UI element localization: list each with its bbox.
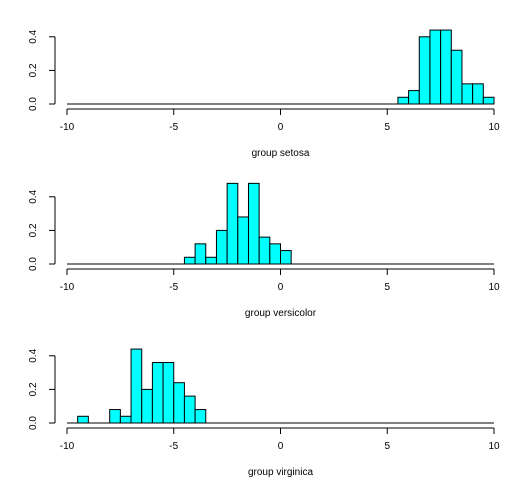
virginica-x-tick-label-1: -5	[169, 441, 178, 452]
setosa-x-tick-label-1: -5	[169, 122, 178, 133]
setosa-x-tick-label-4: 10	[488, 122, 500, 133]
versicolor-bar-5	[237, 216, 249, 265]
setosa-x-tick-label-2: 0	[278, 122, 284, 133]
versicolor-bar-3	[215, 229, 228, 265]
versicolor-bar-8	[269, 243, 282, 265]
virginica-y-tick-label-0: 0.0	[28, 416, 39, 430]
virginica-y-tick-label-2: 0.4	[28, 348, 39, 362]
setosa-xlabel: group setosa	[252, 148, 310, 159]
versicolor-bar-4	[226, 182, 239, 265]
setosa-bar-7	[472, 83, 484, 105]
setosa-bar-5	[450, 49, 463, 105]
virginica-bar-2	[119, 415, 132, 424]
versicolor-x-tick-label-0: -10	[60, 282, 75, 293]
virginica-x-tick-label-3: 5	[384, 441, 390, 452]
versicolor-bar-6	[247, 182, 260, 265]
versicolor-bar-0	[183, 256, 196, 265]
setosa-bar-1	[408, 90, 420, 105]
virginica-bar-4	[141, 388, 153, 424]
versicolor-bar-1	[194, 243, 207, 265]
setosa-y-tick-label-1: 0.2	[28, 63, 39, 77]
setosa-x-tick-label-0: -10	[60, 122, 75, 133]
versicolor-x-tick-label-4: 10	[488, 282, 500, 293]
virginica-x-tick-label-0: -10	[60, 441, 75, 452]
setosa-bar-8	[482, 96, 495, 105]
virginica-bar-9	[194, 409, 207, 424]
virginica-xlabel: group virginica	[248, 467, 313, 477]
virginica-x-tick-label-2: 0	[278, 441, 284, 452]
versicolor-y-tick-label-1: 0.2	[28, 223, 39, 237]
virginica-bar-7	[173, 382, 185, 424]
versicolor-bar-7	[258, 236, 271, 265]
virginica-bar-0	[77, 415, 89, 424]
versicolor-y-tick-label-0: 0.0	[28, 257, 39, 271]
versicolor-y-tick-label-2: 0.4	[28, 189, 39, 203]
setosa-y-tick-label-2: 0.4	[28, 29, 39, 43]
virginica-bar-6	[162, 362, 175, 424]
virginica-bar-3	[130, 348, 143, 424]
setosa-bar-2	[418, 36, 431, 105]
setosa-bar-3	[429, 29, 442, 105]
versicolor-bar-9	[280, 250, 292, 265]
versicolor-x-tick-label-2: 0	[278, 282, 284, 293]
setosa-y-tick-label-0: 0.0	[28, 97, 39, 111]
versicolor-xlabel: group versicolor	[245, 308, 317, 319]
virginica-y-tick-label-1: 0.2	[28, 382, 39, 396]
virginica-bar-8	[183, 395, 196, 424]
virginica-x-tick-label-4: 10	[488, 441, 500, 452]
setosa-x-tick-label-3: 5	[384, 122, 390, 133]
versicolor-x-tick-label-3: 5	[384, 282, 390, 293]
setosa-bar-0	[397, 96, 410, 105]
virginica-bar-5	[151, 362, 164, 424]
versicolor-bar-2	[205, 256, 217, 265]
setosa-bar-6	[461, 83, 474, 105]
virginica-bar-1	[109, 409, 121, 424]
setosa-bar-4	[440, 29, 452, 105]
versicolor-x-tick-label-1: -5	[169, 282, 178, 293]
